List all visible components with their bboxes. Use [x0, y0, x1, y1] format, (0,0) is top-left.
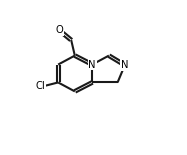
Text: Cl: Cl: [36, 81, 46, 91]
Text: O: O: [55, 25, 63, 35]
Text: N: N: [88, 60, 96, 70]
Text: N: N: [121, 60, 129, 70]
